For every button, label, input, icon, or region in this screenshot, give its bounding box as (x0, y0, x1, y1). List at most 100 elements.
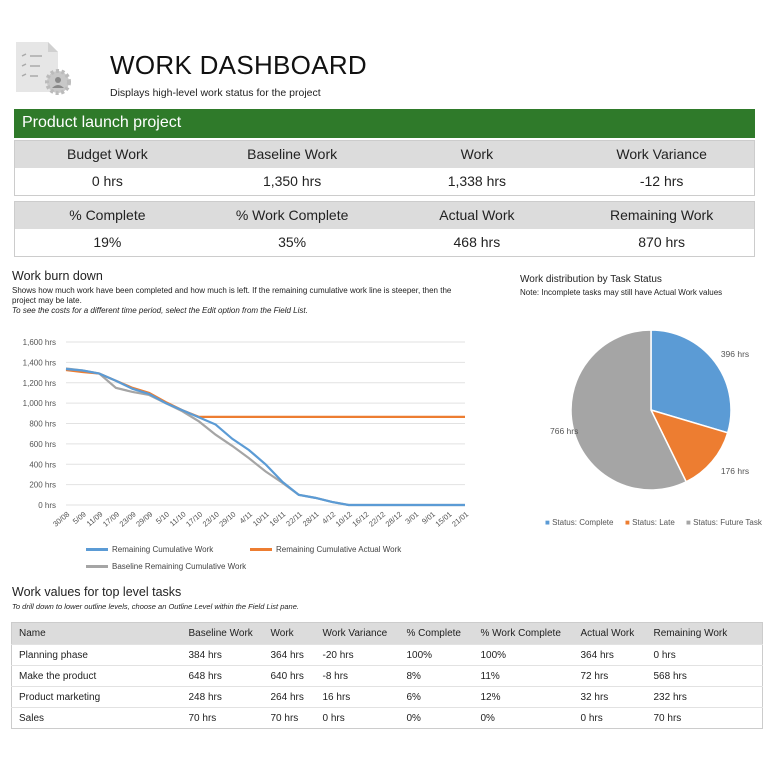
pie-chart: 396 hrs 176 hrs 766 hrs (550, 329, 749, 491)
stat-value: 468 hrs (453, 234, 501, 250)
stat-value: 1,350 hrs (262, 173, 322, 189)
burndown-chart: 0 hrs 200 hrs 400 hrs 600 hrs 800 hrs 1,000 h… (23, 338, 471, 529)
page-subtitle: Displays high-level work status for the … (110, 87, 321, 99)
pie-legend-item: ■ Status: Late (625, 518, 675, 527)
tasks-hint: To drill down to lower outline levels, c… (12, 602, 299, 611)
x-tick-label: 17/10 (184, 510, 204, 529)
y-tick-label: 1,000 hrs (23, 399, 56, 408)
legend-swatch (86, 548, 108, 551)
table-cell: 70 hrs (646, 707, 763, 729)
table-cell: 16 hrs (315, 686, 400, 708)
x-tick-label: 23/09 (118, 510, 138, 529)
legend-label: Remaining Cumulative Work (112, 545, 214, 554)
x-tick-label: 22/11 (284, 510, 304, 529)
table-cell: 11% (473, 665, 574, 687)
table-cell: 100% (399, 644, 474, 666)
pie-legend-item: ■ Status: Complete (545, 518, 614, 527)
x-tick-label: 16/12 (350, 510, 370, 529)
x-tick-label: 3/01 (403, 510, 420, 526)
column-header[interactable]: Work (263, 622, 316, 645)
table-row[interactable]: Make the product 648 hrs 640 hrs -8 hrs 8% 11… (11, 665, 763, 687)
table-cell: 8% (399, 665, 474, 687)
table-row[interactable]: Sales 70 hrs 70 hrs 0 hrs 0% 0% 0 hrs 70 hrs (11, 707, 763, 729)
x-tick-label: 11/09 (85, 510, 105, 529)
column-header[interactable]: Name (11, 622, 182, 645)
legend-label: Baseline Remaining Cumulative Work (112, 562, 247, 571)
pie-data-label: 766 hrs (550, 426, 578, 436)
table-cell: 0 hrs (646, 644, 763, 666)
column-header[interactable]: Remaining Work (646, 622, 763, 645)
tasks-title: Work values for top level tasks (12, 585, 182, 599)
x-tick-label: 10/12 (334, 510, 354, 529)
table-cell: Make the product (11, 665, 182, 687)
table-cell: 364 hrs (573, 644, 647, 666)
legend-item: Baseline Remaining Cumulative Work (86, 562, 246, 571)
stat-label: Budget Work (67, 146, 148, 162)
legend-swatch (86, 565, 108, 568)
legend-swatch (250, 548, 272, 551)
pie-legend-label: Status: Complete (552, 518, 614, 527)
legend-label: Remaining Cumulative Actual Work (276, 545, 402, 554)
x-tick-label: 28/11 (301, 510, 321, 529)
y-tick-label: 1,600 hrs (23, 338, 56, 347)
table-cell: Sales (11, 707, 182, 729)
table-cell: 32 hrs (573, 686, 647, 708)
pie-note: Note: Incomplete tasks may still have Ac… (520, 288, 723, 297)
x-tick-label: 21/01 (450, 510, 470, 529)
column-header[interactable]: % Work Complete (473, 622, 574, 645)
table-cell: 364 hrs (263, 644, 316, 666)
table-cell: 568 hrs (646, 665, 763, 687)
stat-value: -12 hrs (639, 173, 684, 189)
x-tick-label: 30/08 (51, 510, 71, 529)
table-cell: 0 hrs (573, 707, 647, 729)
y-tick-label: 200 hrs (29, 481, 56, 490)
pie-legend-item: ■ Status: Future Task (686, 518, 762, 527)
table-cell: 70 hrs (263, 707, 316, 729)
pie-slice (650, 329, 732, 434)
table-cell: 384 hrs (181, 644, 264, 666)
y-tick-label: 1,200 hrs (23, 379, 56, 388)
legend-item: Remaining Cumulative Actual Work (250, 545, 401, 554)
column-header[interactable]: Baseline Work (181, 622, 264, 645)
y-tick-label: 400 hrs (29, 460, 56, 469)
pie-slice (570, 329, 688, 491)
page-title: WORK DASHBOARD (110, 50, 368, 80)
x-tick-label: 16/11 (268, 510, 288, 529)
pie-legend-label: Status: Future Task (693, 518, 762, 527)
column-header[interactable]: Actual Work (573, 622, 647, 645)
pie-legend-label: Status: Late (632, 518, 675, 527)
x-tick-label: 29/09 (134, 510, 154, 529)
table-row[interactable]: Product marketing 248 hrs 264 hrs 16 hrs 6% 1… (11, 686, 763, 708)
table-cell: 648 hrs (181, 665, 264, 687)
stat-label: % Complete (69, 207, 146, 223)
y-tick-label: 0 hrs (38, 501, 56, 510)
x-tick-label: 22/12 (367, 510, 387, 529)
table-cell: 72 hrs (573, 665, 647, 687)
table-row[interactable]: Planning phase 384 hrs 364 hrs -20 hrs 100% 1… (11, 644, 763, 666)
table-header-row: Name Baseline Work Work Work Variance % … (11, 622, 763, 645)
burndown-title: Work burn down (12, 269, 103, 283)
document-gear-icon (14, 40, 72, 96)
stat-value: 870 hrs (638, 234, 685, 250)
x-tick-label: 11/10 (168, 510, 188, 529)
table-cell: 0% (399, 707, 474, 729)
x-tick-label: 15/01 (433, 510, 453, 529)
column-header[interactable]: % Complete (399, 622, 474, 645)
column-header[interactable]: Work Variance (315, 622, 400, 645)
table-cell: -8 hrs (315, 665, 400, 687)
x-tick-label: 28/12 (384, 510, 404, 529)
stat-label: Work Variance (616, 146, 707, 162)
pie-data-label: 396 hrs (721, 349, 749, 359)
stat-label: % Work Complete (235, 207, 349, 223)
summary-stats-1: Budget Work Baseline Work Work Work Vari… (14, 140, 755, 196)
stat-label: Work (460, 146, 494, 162)
table-cell: -20 hrs (315, 644, 400, 666)
stat-label: Actual Work (439, 207, 515, 223)
table-cell: 0% (473, 707, 574, 729)
table-cell: 70 hrs (181, 707, 264, 729)
y-tick-label: 1,400 hrs (23, 358, 56, 367)
x-tick-label: 29/10 (217, 510, 237, 529)
table-cell: 0 hrs (315, 707, 400, 729)
stat-value: 1,338 hrs (447, 173, 507, 189)
y-tick-label: 600 hrs (29, 440, 56, 449)
